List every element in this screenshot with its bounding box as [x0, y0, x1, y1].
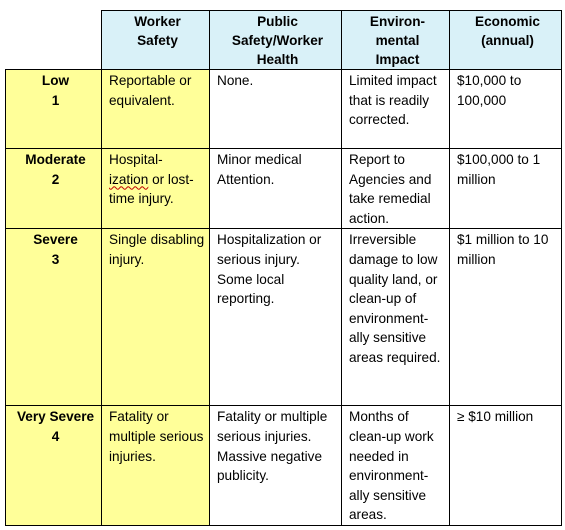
severity-level-label: Severe: [33, 232, 78, 248]
spellcheck-underlined-word: ization: [109, 171, 149, 187]
header-economic-text: Economic (annual): [475, 14, 540, 48]
header-worker-safety: Worker Safety: [101, 10, 210, 70]
cell-severe-environmental: Irreversible damage to low quality land,…: [341, 228, 450, 407]
severity-level-label: Very Severe: [16, 409, 95, 425]
header-row: Worker Safety Public Safety/Worker Healt…: [5, 10, 562, 70]
row-header-very-severe: Very Severe 4: [5, 405, 102, 526]
header-public-safety: Public Safety/Worker Health: [209, 10, 342, 70]
cell-very-severe-environmental: Months of clean-up work needed in enviro…: [341, 405, 450, 526]
row-header-moderate: Moderate 2: [5, 147, 102, 230]
header-economic: Economic (annual): [449, 10, 562, 70]
cell-low-worker-safety: Reportable or equivalent.: [101, 69, 210, 149]
cell-severe-worker-safety: Single disabling injury.: [101, 228, 210, 407]
severity-level-label: Low: [41, 73, 70, 88]
row-header-low: Low 1: [5, 69, 102, 149]
severity-level-label: Moderate: [25, 152, 86, 167]
header-worker-safety-text: Worker Safety: [134, 14, 181, 48]
header-environmental-impact: Environ- mental Impact: [341, 10, 450, 70]
severity-level-number: 1: [51, 92, 60, 108]
cell-moderate-worker-safety: Hospital- ization or lost-time injury.: [101, 147, 210, 230]
worker-safety-text-start: Hospital-: [109, 152, 163, 167]
cell-very-severe-worker-safety: Fatality or multiple serious injuries.: [101, 405, 210, 526]
severity-level-number: 4: [51, 428, 60, 444]
severity-level-number: 2: [51, 171, 60, 187]
cell-moderate-environmental: Report to Agencies and take remedial act…: [341, 147, 450, 230]
header-public-safety-text: Public Safety/Worker Health: [231, 14, 324, 67]
cell-moderate-economic: $100,000 to 1 million: [449, 147, 562, 230]
severity-level-number: 3: [51, 251, 60, 267]
cell-low-economic: $10,000 to 100,000: [449, 69, 562, 149]
cell-very-severe-public-safety: Fatality or multiple serious injuries. M…: [209, 405, 342, 526]
table-row-moderate: Moderate 2 Hospital- ization or lost-tim…: [5, 147, 562, 230]
cell-low-public-safety: None.: [209, 69, 342, 149]
header-environmental-impact-text: Environ- mental Impact: [369, 14, 426, 67]
corner-cell: [5, 10, 102, 70]
cell-very-severe-economic: ≥ $10 million: [449, 405, 562, 526]
table-row-severe: Severe 3 Single disabling injury. Hospit…: [5, 228, 562, 407]
cell-moderate-public-safety: Minor medical Attention.: [209, 147, 342, 230]
cell-low-environmental: Limited impact that is readily corrected…: [341, 69, 450, 149]
severity-matrix-table: Worker Safety Public Safety/Worker Healt…: [5, 10, 562, 526]
cell-severe-economic: $1 million to 10 million: [449, 228, 562, 407]
cell-severe-public-safety: Hospitalization or serious injury. Some …: [209, 228, 342, 407]
table-row-very-severe: Very Severe 4 Fatality or multiple serio…: [5, 405, 562, 526]
row-header-severe: Severe 3: [5, 228, 102, 407]
table-row-low: Low 1 Reportable or equivalent. None. Li…: [5, 69, 562, 149]
worker-safety-text-end: or lost-time injury.: [109, 171, 194, 207]
